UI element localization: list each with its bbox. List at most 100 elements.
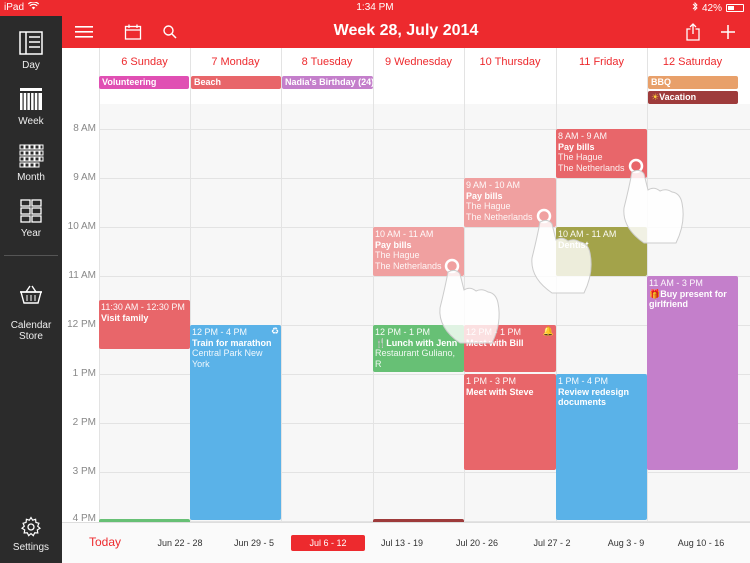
hour-label: 12 PM bbox=[67, 319, 96, 330]
event-meet-with-bill[interactable]: 🔔 12 PM - 1 PM Meet with Bill bbox=[464, 325, 556, 372]
week-calendar: 6 Sunday 7 Monday 8 Tuesday 9 Wednesday … bbox=[62, 48, 750, 522]
week-link[interactable]: Jun 29 - 5 bbox=[233, 538, 275, 548]
event-location: The Hague bbox=[466, 201, 511, 211]
event-location: The Netherlands bbox=[558, 162, 625, 173]
event-title: Meet with Bill bbox=[466, 337, 524, 348]
allday-event[interactable]: Nadia's Birthday (24) bbox=[282, 76, 373, 89]
event-review-redesign[interactable]: 1 PM - 4 PM Review redesign documents bbox=[556, 374, 647, 520]
search-button[interactable] bbox=[159, 22, 181, 42]
column-divider bbox=[190, 48, 191, 522]
event-lunch-with-jenn[interactable]: 12 PM - 1 PM 🍴Lunch with Jenn Restaurant… bbox=[373, 325, 464, 372]
calendar-button[interactable] bbox=[122, 22, 144, 42]
sidebar: Day Week Month bbox=[0, 16, 62, 563]
day-header-wednesday[interactable]: 9 Wednesday bbox=[384, 56, 453, 68]
event-partial[interactable] bbox=[99, 519, 190, 522]
hour-label: 2 PM bbox=[72, 417, 96, 428]
event-dentist[interactable]: 10 AM - 11 AM Dentist bbox=[556, 227, 647, 276]
allday-event[interactable]: Volunteering bbox=[99, 76, 189, 89]
calendar-icon bbox=[124, 24, 142, 40]
hour-label: 10 AM bbox=[67, 221, 96, 232]
day-header-thursday[interactable]: 10 Thursday bbox=[479, 56, 541, 68]
sun-icon: ☀ bbox=[651, 92, 660, 102]
sidebar-item-label: Settings bbox=[12, 542, 50, 553]
event-title: Dentist bbox=[558, 239, 589, 250]
event-location: The Hague bbox=[558, 152, 603, 162]
sidebar-item-week[interactable]: Week bbox=[0, 86, 62, 127]
menu-button[interactable] bbox=[73, 22, 95, 42]
sidebar-divider bbox=[4, 255, 58, 256]
event-title: 🍴Lunch with Jenn bbox=[375, 337, 458, 348]
day-header-friday[interactable]: 11 Friday bbox=[578, 56, 625, 68]
event-buy-present[interactable]: 11 AM - 3 PM 🎁Buy present for girlfriend bbox=[647, 276, 738, 470]
hour-label: 4 PM bbox=[72, 513, 96, 522]
battery-percent: 42% bbox=[701, 2, 722, 14]
sidebar-item-calendar-store[interactable]: Calendar Store bbox=[0, 272, 62, 342]
event-location: Restaurant Guliano, R bbox=[375, 348, 456, 369]
hour-label: 3 PM bbox=[72, 466, 96, 477]
allday-event-title: Vacation bbox=[659, 92, 697, 102]
toolbar: Week 28, July 2014 bbox=[62, 16, 750, 48]
gear-icon bbox=[20, 516, 42, 537]
sidebar-item-label: Day bbox=[22, 60, 40, 71]
event-pay-bills[interactable]: 9 AM - 10 AM Pay bills The Hague The Net… bbox=[464, 178, 556, 227]
sidebar-item-day[interactable]: Day bbox=[0, 30, 62, 71]
add-event-button[interactable] bbox=[717, 22, 739, 42]
event-title: Train for marathon bbox=[192, 337, 272, 348]
allday-event[interactable]: ☀Vacation bbox=[648, 91, 738, 104]
bell-icon: 🔔 bbox=[542, 326, 554, 336]
week-link[interactable]: Aug 3 - 9 bbox=[607, 538, 645, 548]
hamburger-icon bbox=[75, 26, 93, 38]
hour-label: 11 AM bbox=[68, 270, 96, 281]
day-view-icon bbox=[19, 31, 43, 55]
event-title: Review redesign documents bbox=[558, 386, 630, 408]
event-time: 12 PM - 1 PM bbox=[466, 327, 522, 337]
week-link[interactable]: Aug 10 - 16 bbox=[677, 538, 725, 548]
day-header-tuesday[interactable]: 8 Tuesday bbox=[301, 56, 353, 68]
event-title: Pay bills bbox=[466, 190, 503, 201]
fork-knife-icon: 🍴 bbox=[375, 337, 387, 348]
event-visit-family[interactable]: 11:30 AM - 12:30 PM Visit family bbox=[99, 300, 190, 349]
event-location: The Netherlands bbox=[375, 260, 442, 271]
device-name: iPad bbox=[4, 2, 25, 13]
day-header-sunday[interactable]: 6 Sunday bbox=[121, 56, 168, 68]
day-header-monday[interactable]: 7 Monday bbox=[211, 56, 260, 68]
event-time: 8 AM - 9 AM bbox=[558, 131, 608, 141]
today-button[interactable]: Today bbox=[88, 535, 122, 549]
allday-event[interactable]: Beach bbox=[191, 76, 281, 89]
search-icon bbox=[163, 25, 177, 39]
calendar-store-icon bbox=[20, 285, 42, 304]
event-time: 11:30 AM - 12:30 PM bbox=[101, 302, 185, 312]
day-header-saturday[interactable]: 12 Saturday bbox=[662, 56, 723, 68]
column-divider bbox=[373, 48, 374, 522]
event-time: 9 AM - 10 AM bbox=[466, 180, 521, 190]
event-pay-bills[interactable]: 10 AM - 11 AM Pay bills The Hague The Ne… bbox=[373, 227, 464, 276]
wifi-icon bbox=[27, 1, 40, 13]
allday-event[interactable]: BBQ bbox=[648, 76, 738, 89]
event-title: Pay bills bbox=[558, 141, 595, 152]
week-link[interactable]: Jun 22 - 28 bbox=[157, 538, 203, 548]
sidebar-item-settings[interactable]: Settings bbox=[0, 516, 62, 553]
repeat-icon: ♻ bbox=[270, 326, 279, 336]
event-pay-bills[interactable]: 8 AM - 9 AM Pay bills The Hague The Neth… bbox=[556, 129, 647, 178]
event-title: Pay bills bbox=[375, 239, 412, 250]
column-divider bbox=[99, 48, 100, 522]
sidebar-item-year[interactable]: Year bbox=[0, 198, 62, 239]
hour-line bbox=[99, 129, 750, 130]
event-location: The Hague bbox=[375, 250, 420, 260]
sidebar-item-month[interactable]: Month bbox=[0, 142, 62, 183]
gift-icon: 🎁 bbox=[649, 288, 661, 299]
share-button[interactable] bbox=[682, 22, 704, 42]
event-time: 10 AM - 11 AM bbox=[375, 229, 434, 239]
event-train-marathon[interactable]: ♻ 12 PM - 4 PM Train for marathon Centra… bbox=[190, 325, 281, 520]
week-link[interactable]: Jul 27 - 2 bbox=[533, 538, 571, 548]
week-link[interactable]: Jul 20 - 26 bbox=[455, 538, 499, 548]
week-link-selected[interactable]: Jul 6 - 12 bbox=[291, 535, 365, 551]
share-icon bbox=[686, 23, 700, 41]
event-partial[interactable] bbox=[373, 519, 464, 522]
event-time: 11 AM - 3 PM bbox=[649, 278, 703, 288]
event-time: 1 PM - 3 PM bbox=[466, 376, 517, 386]
event-time: 12 PM - 4 PM bbox=[192, 327, 248, 337]
event-meet-with-steve[interactable]: 1 PM - 3 PM Meet with Steve bbox=[464, 374, 556, 470]
week-link[interactable]: Jul 13 - 19 bbox=[380, 538, 424, 548]
bluetooth-icon bbox=[692, 1, 698, 14]
